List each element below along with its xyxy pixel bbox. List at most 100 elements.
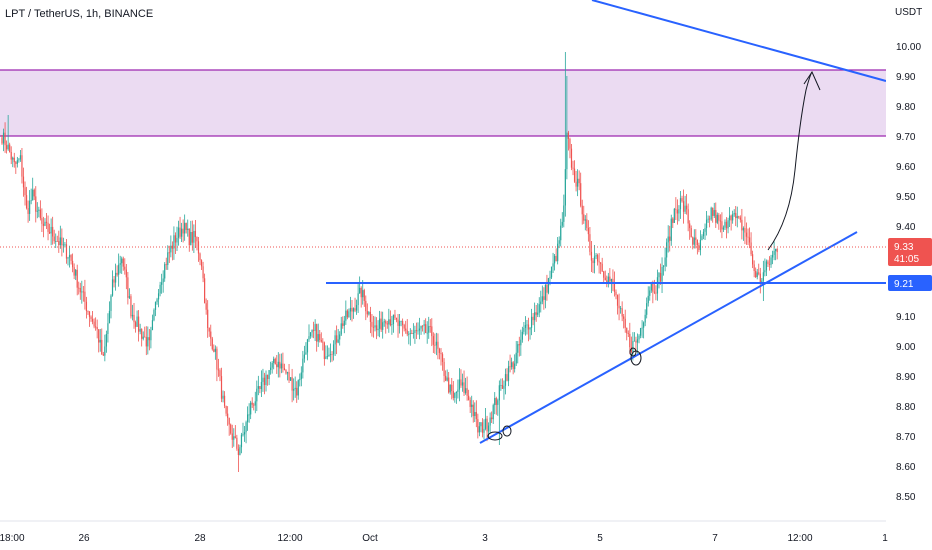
candle-body xyxy=(15,162,17,164)
candle-body xyxy=(2,132,5,144)
candle xyxy=(153,308,155,322)
candle-body xyxy=(182,228,184,234)
candle-body xyxy=(695,237,697,240)
candle-body xyxy=(190,231,192,246)
candle xyxy=(695,229,697,249)
candle-body xyxy=(489,417,491,426)
candle-body xyxy=(555,255,557,262)
candle-body xyxy=(481,422,484,433)
candle xyxy=(84,279,86,310)
candle-body xyxy=(727,220,729,229)
candle-body xyxy=(222,395,224,399)
candle xyxy=(578,170,580,191)
candle-body xyxy=(219,370,221,377)
projection-arrowhead xyxy=(803,70,821,91)
candle-body xyxy=(690,228,692,238)
y-tick-label: 9.00 xyxy=(896,342,916,353)
candle-body xyxy=(208,327,210,332)
candle-body xyxy=(67,257,69,259)
candle-body xyxy=(506,374,508,381)
candle xyxy=(713,202,715,219)
candle-body xyxy=(666,242,668,258)
candle xyxy=(44,218,46,227)
x-tick-label: 5 xyxy=(597,533,603,544)
candle xyxy=(520,329,522,356)
candle-body xyxy=(230,424,232,434)
candle-body xyxy=(153,309,155,321)
candle xyxy=(477,413,479,439)
candle-body xyxy=(144,336,146,338)
candle xyxy=(431,318,433,347)
candle-body xyxy=(667,236,669,243)
candle xyxy=(187,219,189,237)
candle xyxy=(81,280,83,304)
candle xyxy=(173,226,175,260)
candle-body xyxy=(670,218,672,241)
candle-body xyxy=(1,137,3,144)
candle-body xyxy=(231,433,233,440)
candle xyxy=(676,199,678,225)
candle-body xyxy=(385,321,387,324)
candle xyxy=(337,328,339,344)
candle xyxy=(354,297,356,313)
candle xyxy=(36,202,38,219)
candle xyxy=(385,319,387,334)
candle-body xyxy=(239,447,241,455)
candle-body xyxy=(547,278,550,293)
candle xyxy=(627,330,629,338)
candle-body xyxy=(276,364,278,368)
candle-body xyxy=(661,266,663,282)
candle-body xyxy=(503,385,505,389)
candle-body xyxy=(256,388,258,402)
candle-body xyxy=(165,264,167,266)
candle xyxy=(679,191,682,219)
candle-body xyxy=(314,324,316,331)
candle-body xyxy=(380,318,382,330)
candle xyxy=(276,355,278,374)
candle xyxy=(273,356,275,370)
candle xyxy=(730,214,732,231)
candle xyxy=(113,275,115,288)
candle-body xyxy=(728,215,731,221)
candle xyxy=(38,206,40,218)
candle xyxy=(527,317,530,342)
candle-body xyxy=(308,336,310,340)
candle-body xyxy=(471,404,473,407)
candle-body xyxy=(526,324,528,326)
candle xyxy=(53,229,55,244)
candle-body xyxy=(220,376,223,399)
candle xyxy=(303,345,305,363)
candle-body xyxy=(151,320,154,331)
candle-body xyxy=(233,436,235,440)
candle xyxy=(179,216,181,239)
y-tick-label: 8.50 xyxy=(896,492,916,503)
candle-body xyxy=(329,354,332,356)
candle xyxy=(484,408,487,431)
candle xyxy=(440,348,442,366)
candle xyxy=(296,381,298,403)
candle xyxy=(647,286,649,307)
candle xyxy=(630,336,632,353)
candle-body xyxy=(686,205,688,210)
candle-body xyxy=(73,267,75,276)
candle xyxy=(27,200,29,223)
candle xyxy=(91,311,94,325)
candle-body xyxy=(300,372,302,380)
candle xyxy=(325,345,327,360)
candle-body xyxy=(507,366,510,381)
candle-body xyxy=(733,213,735,215)
candle xyxy=(211,336,213,351)
candle xyxy=(306,338,309,361)
candle xyxy=(702,228,705,240)
x-tick-label: 7 xyxy=(712,533,718,544)
candle xyxy=(721,212,723,239)
candle xyxy=(580,172,582,208)
candle-body xyxy=(36,210,38,212)
candle-body xyxy=(554,255,556,264)
candle-body xyxy=(99,339,101,343)
candle xyxy=(644,309,646,327)
candle-body xyxy=(377,328,379,331)
candle-body xyxy=(375,325,378,331)
x-tick-label: 28 xyxy=(194,533,206,544)
